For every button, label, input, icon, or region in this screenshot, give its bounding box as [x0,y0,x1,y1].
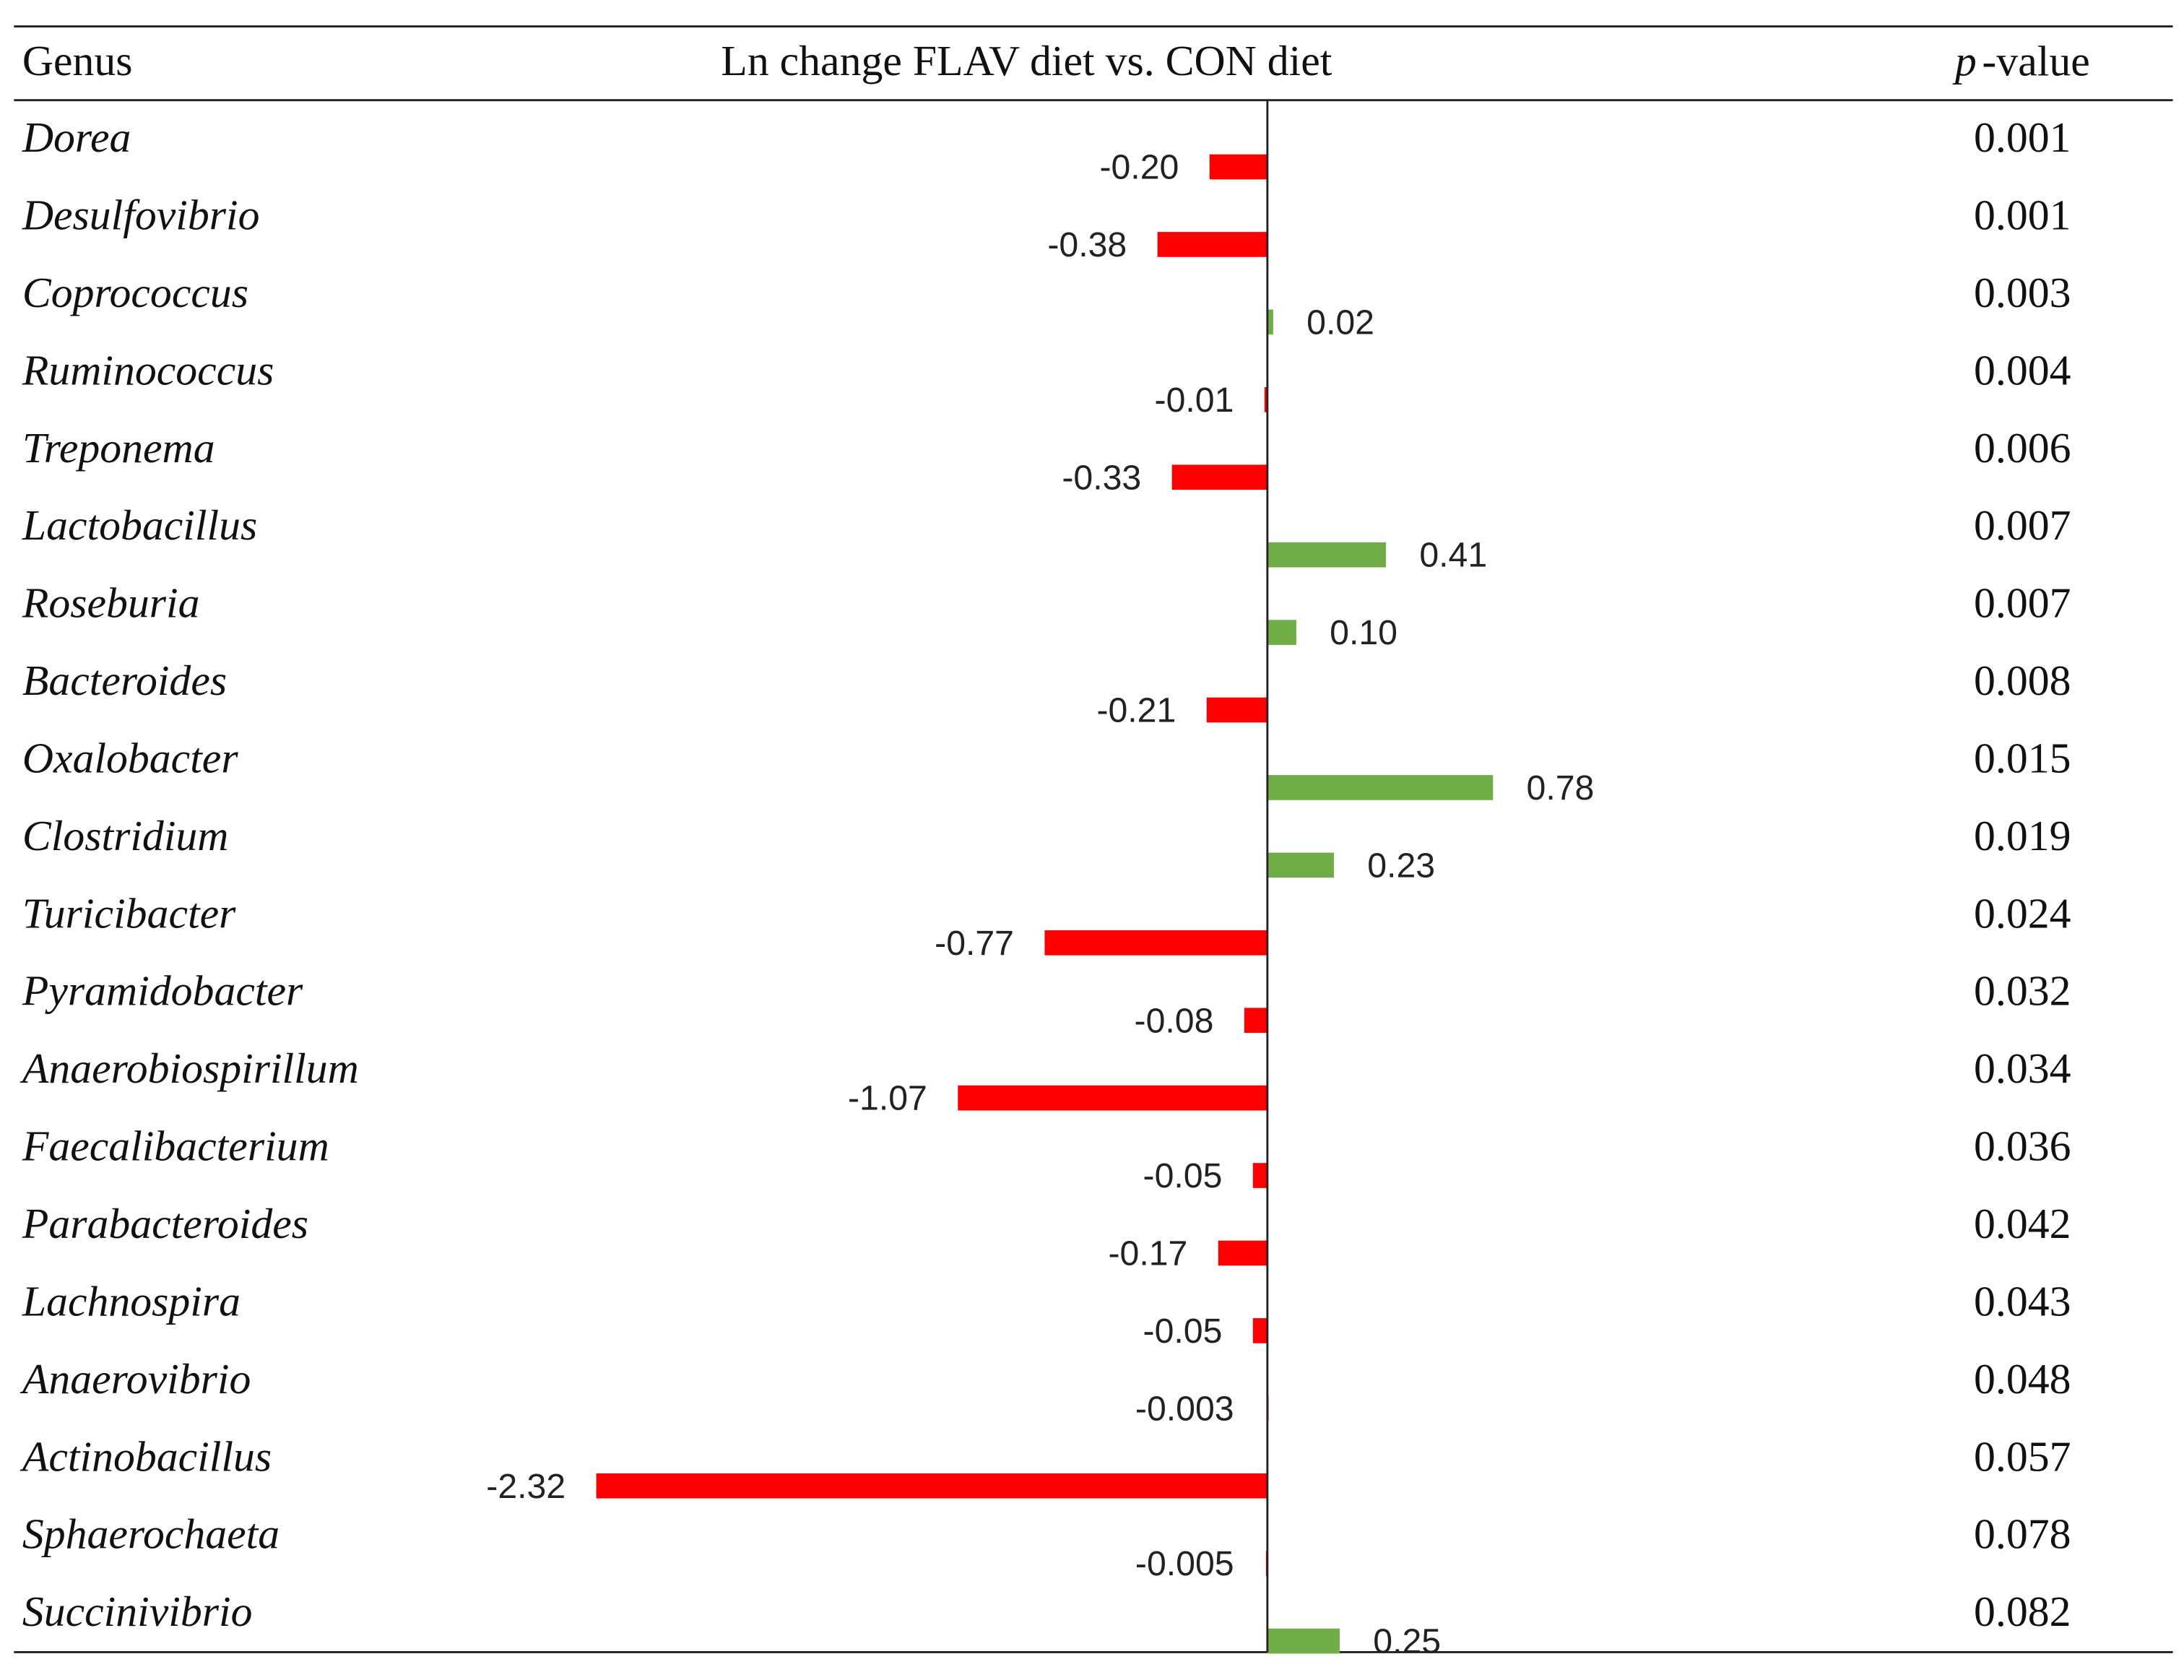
p-value: 0.003 [1974,269,2071,316]
p-header: p -value [1952,37,2090,85]
value-label: -0.20 [1099,148,1179,187]
p-value: 0.024 [1974,889,2071,937]
value-label: -0.003 [1135,1389,1234,1428]
bar [1267,542,1387,568]
genus-label: Coprococcus [22,269,248,316]
p-value: 0.001 [1974,113,2071,161]
value-label: -2.32 [486,1467,566,1506]
value-label: 0.10 [1330,613,1398,652]
genus-label: Bacteroides [22,657,227,704]
value-label: 0.41 [1419,536,1487,575]
genus-label: Anaerobiospirillum [20,1044,359,1092]
chart-title: Ln change FLAV diet vs. CON diet [721,37,1332,85]
p-value: 0.004 [1974,346,2071,394]
value-label: -0.17 [1108,1234,1187,1273]
bar [1264,386,1268,412]
value-label: -0.05 [1143,1156,1223,1195]
p-value: 0.007 [1974,501,2071,549]
value-label: -0.005 [1135,1544,1234,1583]
genus-label: Lachnospira [22,1277,240,1325]
p-value: 0.008 [1974,657,2071,704]
bar [1267,1628,1340,1654]
p-value: 0.048 [1974,1355,2071,1403]
genus-label: Pyramidobacter [22,967,303,1015]
value-label: -0.33 [1062,458,1141,497]
bar [1267,620,1296,645]
value-label: -0.01 [1155,381,1234,420]
value-label: 0.02 [1306,303,1374,342]
genus-header: Genus [22,37,133,85]
value-label: 0.25 [1373,1622,1441,1661]
genus-label: Sphaerochaeta [22,1510,280,1558]
value-label: 0.23 [1367,846,1435,885]
genus-label: Turicibacter [22,889,236,937]
genus-label: Anaerovibrio [20,1355,251,1403]
genus-label: Treponema [22,424,215,472]
p-value: 0.057 [1974,1432,2071,1480]
bar [1044,930,1268,956]
p-value: 0.082 [1974,1588,2071,1635]
bar [596,1473,1268,1499]
p-value: 0.006 [1974,424,2071,472]
p-header-rest: -value [1982,37,2089,85]
value-label: -0.21 [1096,691,1176,730]
value-label: -0.05 [1143,1312,1223,1351]
bar [1252,1163,1268,1188]
bar [958,1085,1268,1111]
value-label: 0.78 [1527,768,1595,807]
bar [1171,464,1268,490]
bar [1244,1008,1268,1034]
genus-label: Actinobacillus [20,1432,272,1480]
genus-label: Dorea [22,113,131,161]
genus-label: Oxalobacter [22,735,239,782]
bar [1267,852,1334,878]
p-value: 0.015 [1974,735,2071,782]
p-value: 0.032 [1974,967,2071,1015]
genus-label: Lactobacillus [22,501,257,549]
p-value: 0.019 [1974,812,2071,860]
genus-label: Ruminococcus [22,346,274,394]
bar [1218,1240,1268,1266]
value-label: -0.08 [1135,1001,1214,1040]
genus-label: Desulfovibrio [22,191,260,239]
genus-label: Parabacteroides [22,1200,308,1247]
p-value: 0.036 [1974,1122,2071,1170]
value-label: -0.38 [1047,225,1127,264]
value-label: -0.77 [935,924,1014,963]
bar [1267,309,1273,335]
genus-label: Faecalibacterium [22,1122,329,1170]
bar [1209,154,1268,180]
p-value: 0.042 [1974,1200,2071,1247]
p-value: 0.001 [1974,191,2071,239]
genus-label: Succinivibrio [22,1588,253,1635]
p-value: 0.043 [1974,1277,2071,1325]
genus-label: Roseburia [22,579,200,627]
p-header-italic: p [1952,37,1977,85]
p-value: 0.007 [1974,579,2071,627]
bar [1157,232,1268,257]
bar [1206,697,1268,723]
bar [1252,1318,1268,1343]
p-value: 0.034 [1974,1044,2071,1092]
bar [1267,775,1494,800]
p-value: 0.078 [1974,1510,2071,1558]
genus-label: Clostridium [22,812,229,860]
value-label: -1.07 [848,1079,927,1118]
